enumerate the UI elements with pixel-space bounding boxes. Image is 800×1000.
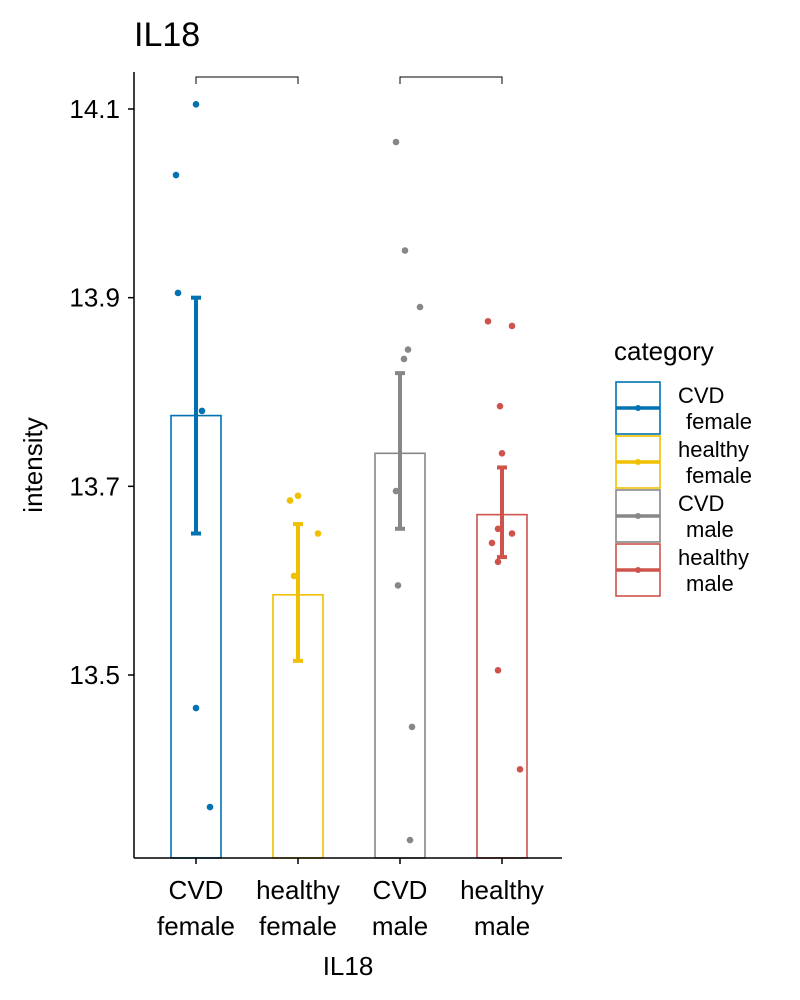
chart-title: IL18 <box>134 16 200 54</box>
data-point <box>392 138 400 146</box>
error-bar <box>293 522 303 663</box>
x-axis-title: IL18 <box>323 951 374 981</box>
data-point <box>494 525 502 533</box>
data-point <box>496 402 504 410</box>
data-point <box>174 289 182 297</box>
legend-title: category <box>614 336 714 366</box>
comparison-brackets <box>195 76 503 84</box>
data-point <box>401 247 409 254</box>
data-point <box>404 346 412 353</box>
x-tick-label: healthy female <box>256 875 340 941</box>
data-point <box>494 558 502 566</box>
series-4 <box>476 317 528 859</box>
data-point <box>494 666 502 674</box>
data-point <box>192 704 200 712</box>
y-tick-label: 14.1 <box>69 94 120 124</box>
data-point <box>290 572 298 580</box>
data-point <box>416 303 424 311</box>
error-bar <box>497 465 507 560</box>
legend-label: CVD male <box>678 491 734 542</box>
data-point <box>498 450 506 457</box>
x-tick-label: healthy male <box>460 875 544 941</box>
error-bar <box>395 371 405 531</box>
series-1 <box>170 100 222 859</box>
series-2 <box>272 492 324 859</box>
data-point <box>172 171 180 179</box>
legend-label: CVD female <box>678 383 752 434</box>
data-point <box>516 766 524 773</box>
plot-area <box>170 100 528 859</box>
y-axis: 13.5 13.7 13.9 14.1 <box>69 94 134 690</box>
data-point <box>408 723 416 731</box>
legend-label: healthy female <box>678 437 752 488</box>
significance-bracket <box>399 76 503 84</box>
error-bar <box>191 295 201 536</box>
data-point <box>400 355 408 363</box>
y-tick-label: 13.9 <box>69 283 120 313</box>
data-point <box>198 407 206 415</box>
legend-label: healthy male <box>678 545 749 596</box>
data-point <box>286 497 294 504</box>
bar <box>476 513 528 859</box>
data-point <box>192 100 200 108</box>
x-tick-label: CVD female <box>157 875 235 941</box>
y-tick-label: 13.5 <box>69 660 120 690</box>
x-axis: CVD female healthy female CVD male healthy male <box>157 858 544 941</box>
legend-item: healthy male <box>615 543 749 597</box>
significance-bracket <box>195 76 299 84</box>
legend-item: healthy female <box>615 435 752 489</box>
data-point <box>508 530 516 537</box>
data-point <box>488 539 496 547</box>
legend-item: CVD female <box>615 381 752 435</box>
series-3 <box>374 138 426 859</box>
x-tick-label: CVD male <box>372 875 428 941</box>
data-point <box>394 582 402 589</box>
data-point <box>406 836 414 844</box>
data-point <box>508 322 516 330</box>
data-point <box>392 487 400 495</box>
data-point <box>314 530 322 537</box>
data-point <box>294 492 302 500</box>
data-point <box>484 317 492 325</box>
y-axis-title: intensity <box>18 417 48 512</box>
legend-item: CVD male <box>615 489 734 543</box>
data-point <box>206 803 214 811</box>
y-tick-label: 13.7 <box>69 471 120 501</box>
